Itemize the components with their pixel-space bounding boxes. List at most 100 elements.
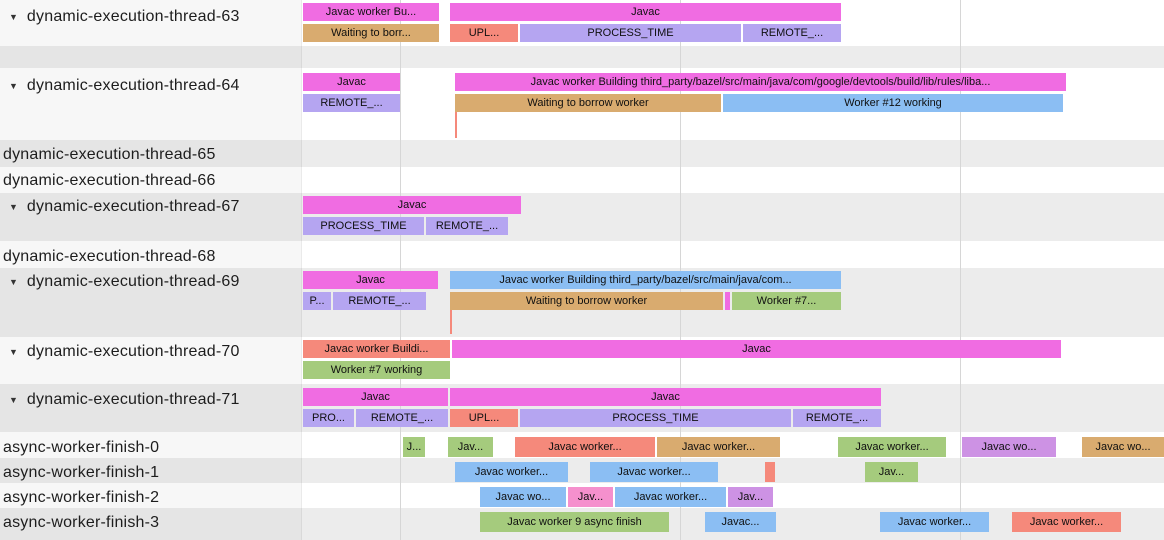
trace-event[interactable]: Javac xyxy=(303,73,400,91)
trace-event[interactable]: Javac xyxy=(303,388,448,406)
trace-event[interactable]: Javac worker Building third_party/bazel/… xyxy=(455,73,1066,91)
trace-event[interactable]: PROCESS_TIME xyxy=(303,217,424,235)
trace-event[interactable]: Javac worker 9 async finish xyxy=(480,512,669,532)
trace-event[interactable]: REMOTE_... xyxy=(426,217,508,235)
track-name: dynamic-execution-thread-67 xyxy=(26,198,240,215)
trace-event-label: Jav... xyxy=(737,491,764,503)
trace-event[interactable]: Javac worker... xyxy=(1012,512,1121,532)
track-label[interactable]: dynamic-execution-thread-68 xyxy=(0,246,300,268)
trace-event-tick[interactable] xyxy=(765,462,775,482)
track-name: dynamic-execution-thread-68 xyxy=(3,248,216,265)
track-label[interactable]: async-worker-finish-1 xyxy=(0,462,300,484)
trace-event-label: UPL... xyxy=(468,412,500,424)
trace-event[interactable]: Javac worker Buildi... xyxy=(303,340,450,358)
trace-event-label: Javac xyxy=(651,391,680,403)
track-label[interactable]: ▼ dynamic-execution-thread-64 xyxy=(0,75,300,97)
trace-event[interactable]: Javac wo... xyxy=(962,437,1056,457)
trace-event[interactable]: Javac worker Building third_party/bazel/… xyxy=(450,271,841,289)
time-gridline xyxy=(400,0,401,540)
trace-event-label: REMOTE_... xyxy=(435,220,499,232)
trace-event-tick[interactable] xyxy=(455,112,457,138)
track-label[interactable]: async-worker-finish-0 xyxy=(0,437,300,459)
track-name: dynamic-execution-thread-65 xyxy=(3,146,216,163)
trace-event[interactable]: Javac xyxy=(303,196,521,214)
trace-event-label: Worker #12 working xyxy=(844,97,942,109)
trace-event-label: Javac worker... xyxy=(1029,516,1104,528)
track-label[interactable]: dynamic-execution-thread-65 xyxy=(0,144,300,166)
trace-event[interactable]: REMOTE_... xyxy=(743,24,841,42)
trace-event[interactable]: REMOTE_... xyxy=(333,292,426,310)
background-band xyxy=(0,46,1164,68)
trace-event[interactable]: Javac worker... xyxy=(880,512,989,532)
trace-event-label: Waiting to borrow worker xyxy=(525,295,648,307)
trace-event[interactable]: Javac xyxy=(452,340,1061,358)
trace-event-label: Javac wo... xyxy=(1095,441,1151,453)
collapse-triangle-icon[interactable]: ▼ xyxy=(9,395,18,405)
collapse-triangle-icon[interactable]: ▼ xyxy=(9,12,18,22)
trace-event-label: UPL... xyxy=(468,27,500,39)
trace-event[interactable]: Waiting to borrow worker xyxy=(450,292,723,310)
track-name: async-worker-finish-0 xyxy=(3,439,160,456)
track-label[interactable]: ▼ dynamic-execution-thread-69 xyxy=(0,271,300,293)
trace-event[interactable]: P... xyxy=(303,292,331,310)
trace-event[interactable]: Javac worker... xyxy=(590,462,718,482)
trace-event[interactable]: Javac... xyxy=(705,512,776,532)
trace-event-label: Javac worker... xyxy=(617,466,691,478)
trace-event[interactable]: Waiting to borrow worker xyxy=(455,94,721,112)
trace-event[interactable]: Worker #7... xyxy=(732,292,841,310)
track-label[interactable]: dynamic-execution-thread-66 xyxy=(0,170,300,192)
trace-event-label: Jav... xyxy=(577,491,604,503)
trace-event[interactable]: Jav... xyxy=(728,487,773,507)
trace-event[interactable]: Jav... xyxy=(448,437,493,457)
trace-event[interactable]: Javac worker... xyxy=(515,437,655,457)
trace-event[interactable]: Worker #7 working xyxy=(303,361,450,379)
trace-event[interactable]: PRO... xyxy=(303,409,354,427)
track-label[interactable]: ▼ dynamic-execution-thread-67 xyxy=(0,196,300,218)
trace-event[interactable]: Jav... xyxy=(865,462,918,482)
trace-event[interactable]: Waiting to borr... xyxy=(303,24,439,42)
collapse-triangle-icon[interactable]: ▼ xyxy=(9,81,18,91)
track-label[interactable]: ▼ dynamic-execution-thread-70 xyxy=(0,341,300,363)
trace-event[interactable]: REMOTE_... xyxy=(356,409,448,427)
collapse-triangle-icon[interactable]: ▼ xyxy=(9,277,18,287)
collapse-triangle-icon[interactable]: ▼ xyxy=(9,202,18,212)
trace-event[interactable]: Jav... xyxy=(568,487,613,507)
trace-event-label: REMOTE_... xyxy=(320,97,383,109)
trace-event-tick[interactable] xyxy=(725,292,730,310)
trace-event-label: PROCESS_TIME xyxy=(612,412,699,424)
trace-event[interactable]: Javac worker... xyxy=(615,487,726,507)
trace-event[interactable]: Javac xyxy=(303,271,438,289)
trace-event[interactable]: Javac wo... xyxy=(1082,437,1164,457)
trace-event-label: Javac worker Bu... xyxy=(325,6,417,18)
trace-event-tick[interactable] xyxy=(450,310,452,334)
trace-event[interactable]: Javac xyxy=(450,388,881,406)
trace-event-label: Worker #7 working xyxy=(330,364,423,376)
trace-event[interactable]: Javac worker Bu... xyxy=(303,3,439,21)
track-name: dynamic-execution-thread-71 xyxy=(26,391,240,408)
trace-event[interactable]: Javac xyxy=(450,3,841,21)
trace-event[interactable]: UPL... xyxy=(450,409,518,427)
track-label[interactable]: ▼ dynamic-execution-thread-63 xyxy=(0,6,300,28)
time-gridline xyxy=(680,0,681,540)
trace-event[interactable]: REMOTE_... xyxy=(793,409,881,427)
track-label[interactable]: ▼ dynamic-execution-thread-71 xyxy=(0,389,300,411)
track-label[interactable]: async-worker-finish-3 xyxy=(0,512,300,534)
trace-event-label: REMOTE_... xyxy=(370,412,434,424)
trace-event[interactable]: J... xyxy=(403,437,425,457)
trace-event[interactable]: Worker #12 working xyxy=(723,94,1063,112)
trace-event[interactable]: UPL... xyxy=(450,24,518,42)
trace-event[interactable]: Javac worker... xyxy=(838,437,946,457)
track-label[interactable]: async-worker-finish-2 xyxy=(0,487,300,509)
collapse-triangle-icon[interactable]: ▼ xyxy=(9,347,18,357)
trace-event[interactable]: PROCESS_TIME xyxy=(520,409,791,427)
time-gridline xyxy=(960,0,961,540)
trace-event[interactable]: PROCESS_TIME xyxy=(520,24,741,42)
track-name: dynamic-execution-thread-66 xyxy=(3,172,216,189)
trace-event[interactable]: Javac worker... xyxy=(455,462,568,482)
trace-event-label: Javac wo... xyxy=(981,441,1037,453)
trace-event[interactable]: REMOTE_... xyxy=(303,94,400,112)
trace-event-label: P... xyxy=(309,295,325,307)
trace-event[interactable]: Javac worker... xyxy=(657,437,780,457)
trace-event[interactable]: Javac wo... xyxy=(480,487,566,507)
